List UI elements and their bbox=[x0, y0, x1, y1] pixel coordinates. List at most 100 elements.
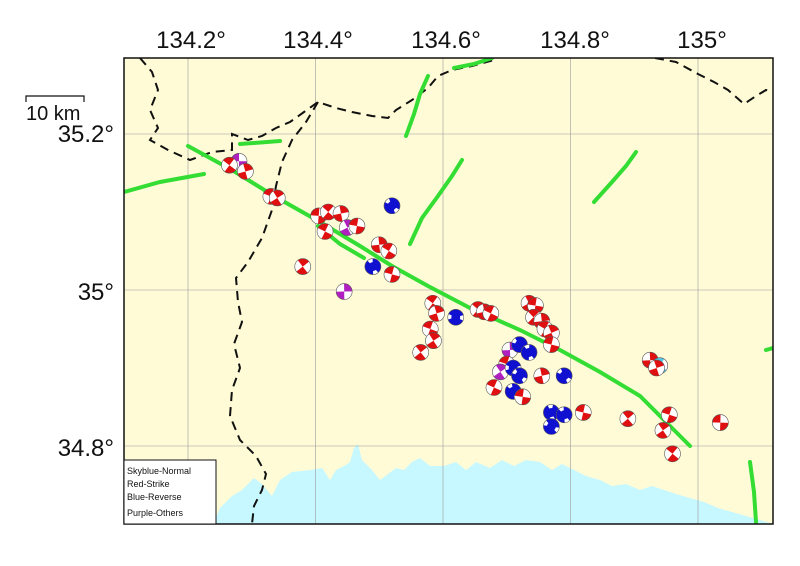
beachball-quadrant bbox=[538, 321, 549, 329]
beachball-quadrant bbox=[273, 189, 285, 198]
boundary-line-east bbox=[654, 58, 773, 106]
beachball-quadrant bbox=[649, 352, 659, 361]
longitude-label-134-4: 134.4° bbox=[283, 27, 353, 54]
sea-area bbox=[213, 444, 773, 524]
beachball-quadrant bbox=[622, 410, 635, 419]
beachball-quadrant bbox=[426, 295, 438, 304]
beachball-quadrant bbox=[487, 313, 499, 322]
beachball-quadrant bbox=[223, 157, 235, 166]
beachball-quadrant bbox=[549, 344, 560, 353]
beachball-outline bbox=[555, 367, 573, 385]
beachball-quadrant bbox=[540, 367, 550, 376]
focal-mechanism-reverse bbox=[555, 406, 573, 424]
boundary-line-west bbox=[228, 101, 319, 524]
beachball-quadrant bbox=[548, 324, 559, 333]
beachball-quadrant bbox=[321, 231, 333, 240]
focal-mechanism-reverse bbox=[364, 258, 382, 275]
beachball-outline bbox=[661, 406, 678, 424]
beachball-quadrant bbox=[224, 165, 236, 174]
beachball-outline bbox=[237, 163, 254, 180]
beachball-quadrant bbox=[621, 418, 634, 427]
focal-mechanism-strike bbox=[412, 344, 429, 361]
focal-mechanism-strike bbox=[574, 404, 592, 421]
beachball-quadrant bbox=[495, 363, 508, 372]
beachball-quadrant bbox=[656, 430, 668, 439]
longitude-label-134-6: 134.6° bbox=[411, 27, 481, 54]
beachball-quadrant bbox=[270, 197, 282, 206]
beachball-lens bbox=[521, 347, 537, 358]
beachball-outline bbox=[482, 305, 500, 322]
focal-mechanism-reverse bbox=[383, 197, 401, 215]
fault-trace bbox=[408, 158, 464, 246]
fault-trace bbox=[592, 150, 638, 204]
focal-mechanism-reverse bbox=[511, 367, 528, 385]
legend-box bbox=[123, 459, 217, 525]
focal-mechanism-strike bbox=[348, 217, 366, 235]
focal-mechanism-strike bbox=[619, 410, 637, 428]
focal-mechanism-strike bbox=[425, 332, 442, 350]
longitude-label-134-2: 134.2° bbox=[156, 27, 226, 54]
legend-strike: Red-Strike bbox=[127, 479, 170, 489]
beachball-outline bbox=[294, 258, 312, 275]
scale-bar-line bbox=[25, 95, 85, 102]
focal-mechanism-strike bbox=[485, 379, 503, 396]
focal-mechanism-strike bbox=[332, 205, 350, 222]
beachball-outline bbox=[654, 422, 672, 439]
beachball-outline bbox=[383, 197, 401, 215]
focal-mechanism-strike bbox=[533, 367, 551, 385]
beachball-outline bbox=[380, 242, 398, 260]
focal-mechanism-strike bbox=[428, 305, 445, 322]
beachball-quadrant bbox=[514, 388, 524, 397]
beachball-quadrant bbox=[297, 258, 310, 267]
beachball-outline bbox=[268, 189, 286, 207]
focal-mechanism-strike bbox=[221, 156, 238, 174]
beachball-quadrant bbox=[712, 414, 721, 423]
beachball-outline bbox=[383, 266, 401, 283]
beachball-quadrant bbox=[344, 283, 353, 292]
longitude-label-135: 135° bbox=[677, 27, 727, 54]
beachball-quadrant bbox=[429, 332, 441, 341]
beachball-outline bbox=[348, 217, 366, 235]
scale-bar-label: 10 km bbox=[26, 103, 80, 125]
focal-mechanism-reverse bbox=[447, 308, 465, 326]
scale-bar: 10 km bbox=[25, 95, 85, 125]
beachball-outline bbox=[332, 205, 350, 222]
beachball-quadrant bbox=[540, 313, 550, 322]
beachball-quadrant bbox=[666, 445, 678, 454]
beachball-quadrant bbox=[483, 305, 495, 314]
focal-mechanism-strike bbox=[712, 414, 729, 431]
focal-mechanism-strike bbox=[316, 223, 334, 240]
beachball-lens bbox=[556, 409, 572, 420]
focal-mechanism-others bbox=[492, 363, 509, 381]
focal-mechanism-strike bbox=[664, 445, 681, 463]
beachball-outline bbox=[543, 336, 560, 353]
beachball-quadrant bbox=[414, 352, 426, 361]
beachball-quadrant bbox=[486, 379, 498, 388]
fault-trace bbox=[404, 74, 430, 138]
beachball-outline bbox=[221, 156, 238, 174]
focal-mechanism-strike bbox=[268, 189, 286, 207]
beachball-quadrant bbox=[575, 404, 586, 413]
focal-mechanisms bbox=[221, 153, 729, 463]
latitude-label-35-2: 35.2° bbox=[58, 121, 114, 148]
beachball-quadrant bbox=[490, 387, 502, 396]
beachball-outline bbox=[447, 308, 465, 326]
beachball-quadrant bbox=[322, 212, 335, 221]
focal-mechanism-others bbox=[335, 283, 353, 300]
beachball-outline bbox=[533, 367, 551, 385]
latitude-label-34-8: 34.8° bbox=[58, 435, 114, 462]
beachball-quadrant bbox=[340, 227, 352, 236]
focal-mechanism-strike bbox=[482, 305, 500, 322]
beachball-outline bbox=[619, 410, 637, 428]
focal-mechanism-strike bbox=[648, 359, 665, 377]
beachball-quadrant bbox=[658, 422, 670, 431]
beachball-quadrant bbox=[521, 396, 531, 405]
focal-mechanism-reverse bbox=[543, 418, 560, 435]
beachball-lens bbox=[513, 369, 526, 383]
beachball-quadrant bbox=[472, 301, 484, 310]
latitude-labels: 35.2° 35° 34.8° bbox=[58, 121, 114, 462]
beachball-quadrant bbox=[543, 336, 554, 345]
beachball-quadrant bbox=[371, 244, 381, 253]
legend-others: Purple-Others bbox=[127, 508, 184, 518]
